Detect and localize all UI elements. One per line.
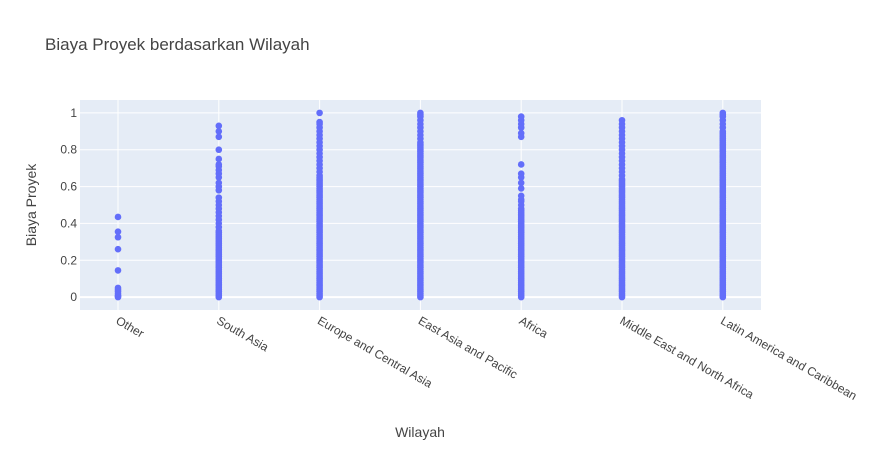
y-tick-label: 0.2 xyxy=(60,253,77,267)
data-point xyxy=(215,194,223,201)
data-point xyxy=(114,213,122,221)
data-point xyxy=(114,267,122,274)
data-point xyxy=(618,116,626,124)
data-point xyxy=(517,161,525,168)
y-axis-title: Biaya Proyek xyxy=(23,163,39,246)
data-point xyxy=(316,109,323,117)
data-point xyxy=(517,185,525,192)
data-point xyxy=(517,192,525,200)
data-point xyxy=(114,228,122,236)
data-points xyxy=(114,109,727,301)
y-tick-labels: 0 0.2 0.4 0.6 0.8 1 xyxy=(60,106,77,304)
data-point xyxy=(215,179,223,187)
data-point xyxy=(517,113,525,120)
data-point xyxy=(417,109,424,117)
data-point xyxy=(114,245,122,253)
y-tick-label: 0.8 xyxy=(60,143,77,157)
y-tick-label: 0.4 xyxy=(60,216,77,230)
data-point xyxy=(215,161,223,168)
data-point xyxy=(215,133,223,141)
data-point xyxy=(517,129,525,137)
data-point xyxy=(215,128,223,135)
data-point xyxy=(719,109,727,117)
data-point xyxy=(316,118,323,126)
data-point xyxy=(215,122,223,130)
chart-title: Biaya Proyek berdasarkan Wilayah xyxy=(45,35,310,54)
x-axis-title: Wilayah xyxy=(395,424,445,440)
y-tick-label: 0 xyxy=(70,290,77,304)
data-point xyxy=(215,155,223,163)
data-point xyxy=(517,179,525,187)
data-point xyxy=(114,233,122,241)
y-tick-label: 1 xyxy=(70,106,77,120)
data-point xyxy=(517,170,525,177)
data-point xyxy=(215,146,223,154)
data-point xyxy=(114,284,122,292)
y-tick-label: 0.6 xyxy=(60,180,77,194)
